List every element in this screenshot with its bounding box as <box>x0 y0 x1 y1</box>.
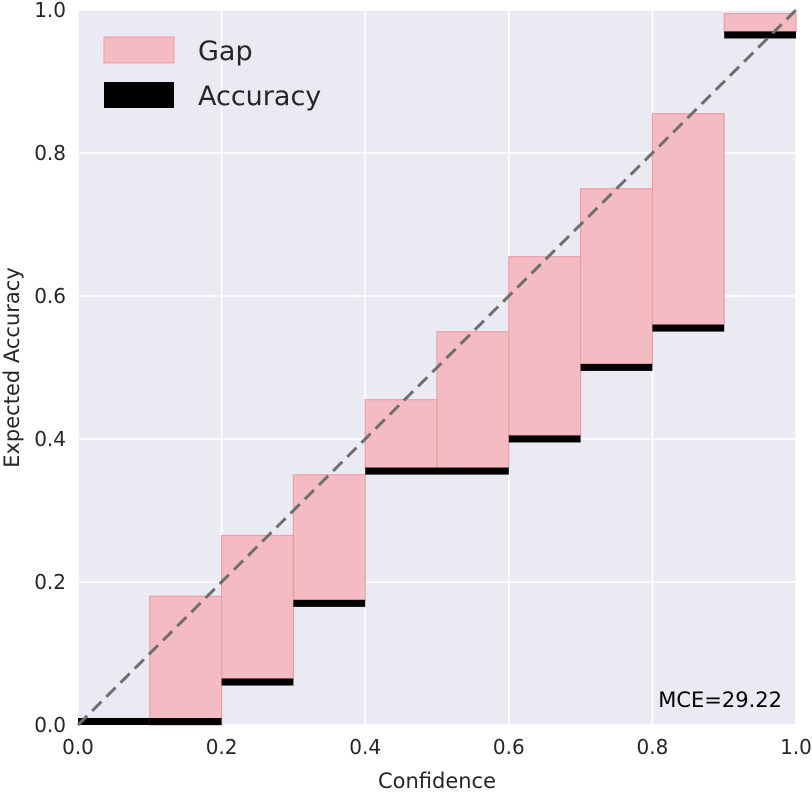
x-tick-label: 0.4 <box>349 735 381 759</box>
legend-gap-label: Gap <box>198 36 253 67</box>
accuracy-bar <box>293 599 366 607</box>
x-tick-label: 0.8 <box>636 735 668 759</box>
y-axis-label: Expected Accuracy <box>0 267 24 468</box>
x-tick-label: 0.0 <box>62 735 94 759</box>
y-tick-label: 0.0 <box>34 713 66 737</box>
legend-accuracy-swatch <box>104 82 174 108</box>
x-tick-label: 1.0 <box>780 735 812 759</box>
accuracy-bar <box>437 467 509 475</box>
gap-bar <box>364 399 438 469</box>
legend: Gap Accuracy <box>103 36 321 112</box>
gap-bar <box>651 113 725 326</box>
legend-accuracy-label: Accuracy <box>198 81 321 112</box>
legend-gap-swatch <box>103 36 175 64</box>
x-tick-labels: 0.0 0.2 0.4 0.6 0.8 1.0 <box>62 735 812 759</box>
accuracy-bar <box>508 435 581 443</box>
accuracy-bar <box>149 718 222 725</box>
gap-bars <box>149 12 797 726</box>
accuracy-bar <box>580 363 653 371</box>
y-tick-label: 0.2 <box>34 570 66 594</box>
y-tick-label: 0.6 <box>34 284 66 308</box>
accuracy-bar <box>724 31 796 39</box>
y-tick-labels: 0.0 0.2 0.4 0.6 0.8 1.0 <box>34 0 66 737</box>
gap-bar <box>149 595 223 726</box>
perfect-calibration-line <box>76 8 798 727</box>
x-tick-label: 0.2 <box>206 735 238 759</box>
gap-bar <box>292 474 366 601</box>
accuracy-bar <box>652 324 725 332</box>
gap-bar <box>221 534 295 680</box>
accuracy-bars <box>78 31 796 725</box>
x-tick-label: 0.6 <box>493 735 525 759</box>
mce-annotation: MCE=29.22 <box>658 688 782 712</box>
y-tick-label: 0.8 <box>34 141 66 165</box>
gap-bar <box>436 331 510 469</box>
gap-bar <box>723 12 797 33</box>
y-tick-label: 1.0 <box>34 0 66 22</box>
gap-bar <box>579 188 653 365</box>
accuracy-bar <box>78 718 150 725</box>
x-axis-label: Confidence <box>378 769 496 793</box>
y-tick-label: 0.4 <box>34 427 66 451</box>
accuracy-bar <box>365 467 437 475</box>
accuracy-bar <box>221 678 294 686</box>
